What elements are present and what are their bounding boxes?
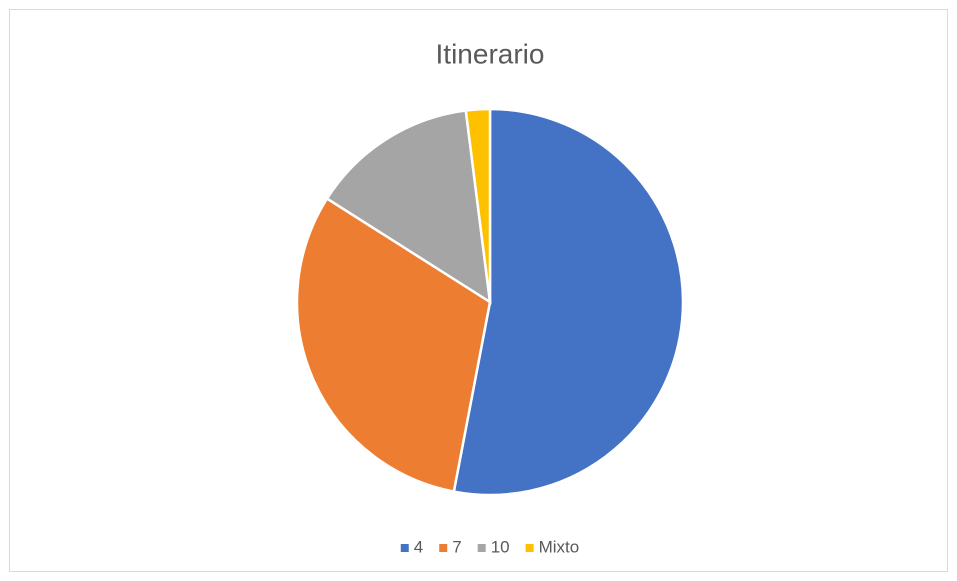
- legend-swatch: [439, 544, 448, 552]
- pie-slice: [452, 107, 685, 497]
- legend-label: 10: [491, 537, 510, 556]
- legend-swatch: [477, 544, 486, 552]
- legend-label: 7: [452, 537, 461, 556]
- legend-label: Mixto: [539, 537, 580, 556]
- pie-slice: [325, 109, 492, 305]
- legend-swatch: [525, 544, 534, 552]
- pie-slice: [464, 107, 492, 303]
- legend-label: 4: [414, 537, 423, 556]
- legend-swatch: [400, 544, 409, 552]
- chart-title: Itinerario: [436, 38, 545, 69]
